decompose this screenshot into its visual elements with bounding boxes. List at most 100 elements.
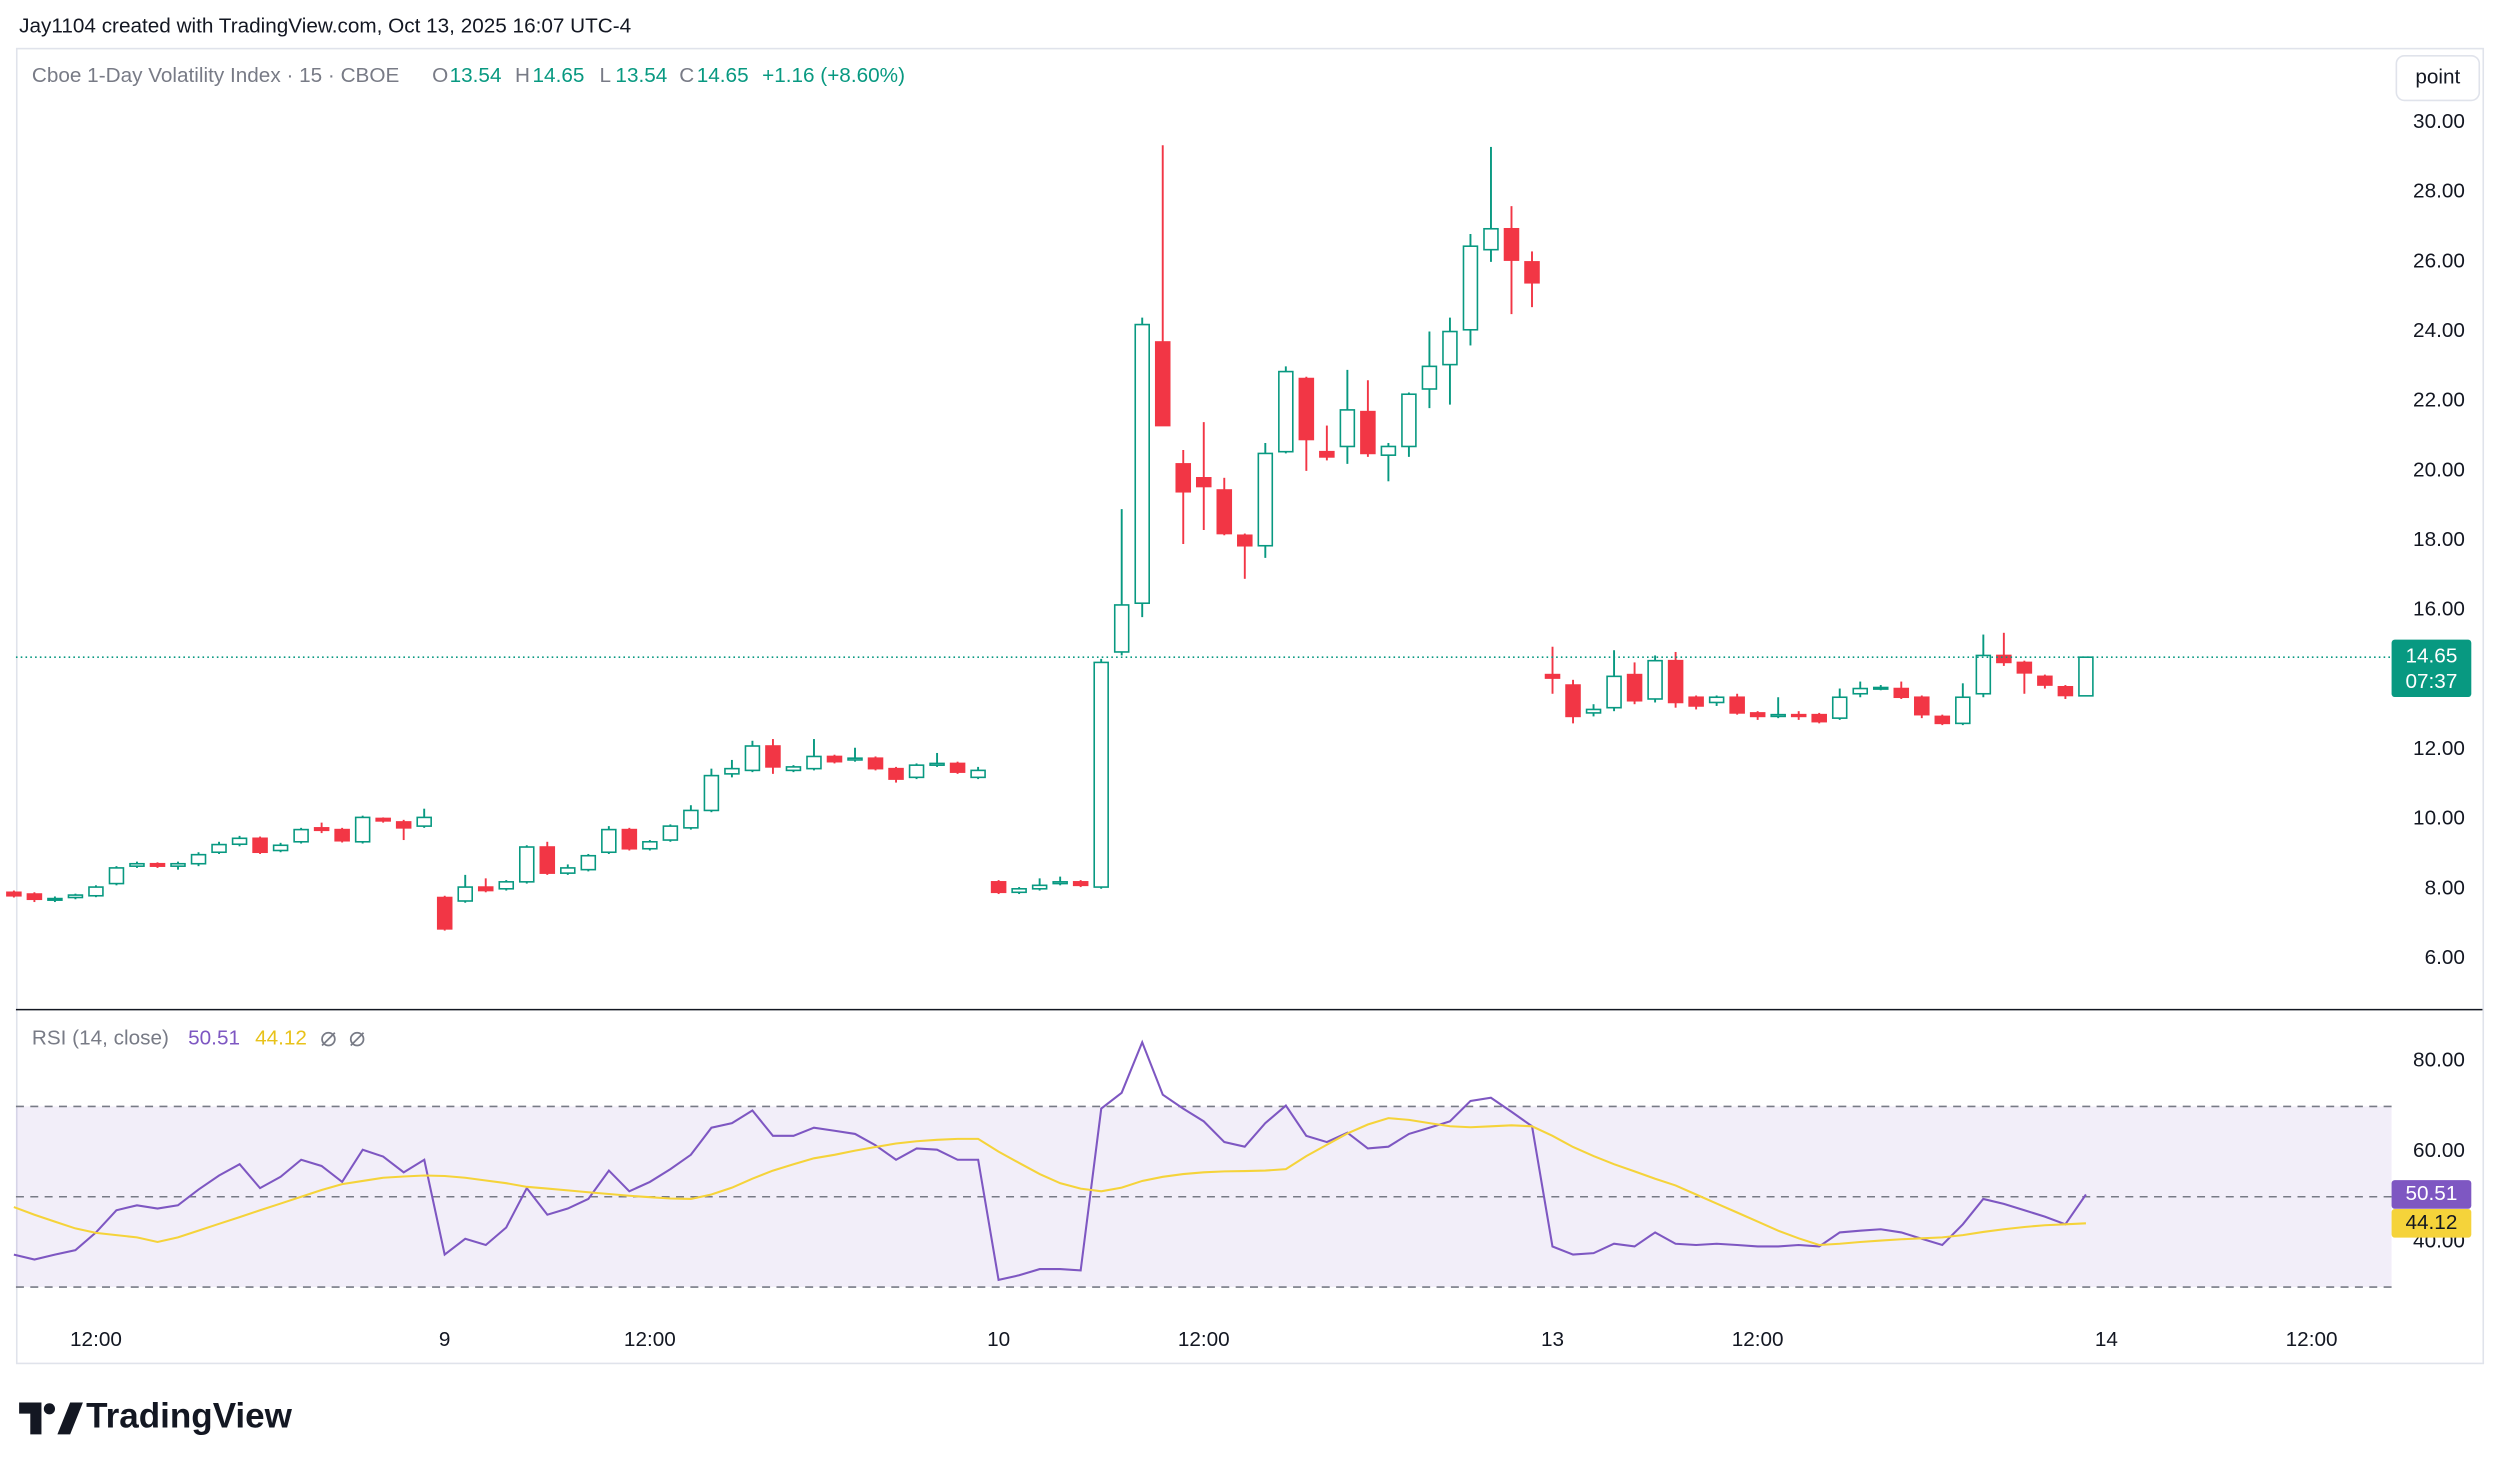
candle-body	[1339, 409, 1356, 448]
candle-body	[970, 769, 986, 779]
candle-body	[1852, 687, 1869, 695]
y-tick-label: 26.00	[2413, 249, 2465, 272]
y-tick-label: 6.00	[2425, 946, 2465, 969]
y-tick-label: 24.00	[2413, 319, 2465, 342]
candle-body	[703, 774, 720, 812]
symbol-title: Cboe 1-Day Volatility Index · 15 · CBOE	[32, 64, 399, 87]
x-tick-label: 14	[2095, 1328, 2118, 1351]
candle-body	[1524, 261, 1540, 284]
candle-body	[1113, 604, 1130, 653]
candle-body	[1626, 673, 1643, 702]
candle-body	[2016, 661, 2033, 674]
candle-body	[518, 846, 535, 883]
legend-open: 13.54	[450, 64, 502, 87]
candle-body	[539, 846, 556, 874]
x-tick-label: 12:00	[70, 1328, 122, 1351]
legend-low: 13.54	[615, 64, 667, 87]
candle-body	[190, 853, 207, 865]
value-tag	[2391, 1208, 2472, 1238]
candle-body	[1975, 654, 1992, 695]
candle-body	[1749, 712, 1766, 718]
candles	[6, 145, 2094, 931]
candle-body	[334, 828, 350, 842]
candle-body	[949, 762, 966, 773]
candle-body	[67, 894, 84, 899]
value-tag	[2391, 1180, 2472, 1209]
rsi-legend-value: 50.51	[188, 1027, 240, 1050]
candle-body	[1278, 370, 1294, 453]
candle-body	[272, 844, 289, 852]
candle-body	[642, 840, 658, 850]
candle-body	[1585, 708, 1602, 714]
rsi-legend-icons	[321, 1031, 365, 1047]
candle-body	[1955, 696, 1971, 725]
candle-body	[1421, 365, 1438, 390]
candle-body	[2037, 675, 2053, 686]
candle-body	[908, 764, 925, 779]
tradingview-logo	[19, 1402, 83, 1435]
candle-body	[477, 886, 494, 892]
candle-body	[1093, 661, 1109, 888]
candle-body	[1011, 888, 1027, 894]
candle-body	[1360, 410, 1376, 455]
y-tick-label: 30.00	[2413, 110, 2465, 133]
candle-body	[1319, 450, 1335, 458]
candle-body	[2057, 685, 2074, 697]
y-tick-label: 60.00	[2413, 1139, 2465, 1162]
candle-body	[108, 867, 125, 885]
x-tick-label: 10	[987, 1328, 1010, 1351]
candle-body	[88, 886, 104, 897]
y-tick-label: 12.00	[2413, 737, 2465, 760]
candle-body	[47, 897, 63, 901]
candle-body	[457, 886, 473, 902]
candle-body	[1175, 463, 1192, 493]
rsi-band	[15, 1106, 2392, 1288]
candle-body	[1565, 684, 1581, 718]
candle-body	[621, 828, 638, 850]
candle-body	[129, 862, 145, 867]
price-tag	[2391, 639, 2472, 698]
y-tick-label: 20.00	[2413, 458, 2465, 481]
rsi-line	[13, 1039, 2087, 1282]
x-tick-label: 9	[439, 1328, 451, 1351]
y-tick-label: 10.00	[2413, 807, 2465, 830]
candle-body	[1052, 881, 1068, 885]
legend-key: H	[515, 64, 530, 87]
candle-body	[1031, 884, 1048, 890]
candle-body	[1298, 377, 1315, 441]
candle-body	[436, 896, 453, 930]
candle-body	[867, 757, 884, 770]
candle-body	[354, 816, 371, 843]
legend-change: +1.16 (+8.60%)	[762, 64, 905, 87]
candle-body	[847, 757, 863, 761]
candle-body	[1996, 654, 2012, 664]
candle-body	[231, 837, 248, 846]
scale-button-label[interactable]: point	[2415, 66, 2460, 89]
candle-body	[395, 821, 412, 829]
candle-body	[149, 862, 166, 867]
candle-body	[375, 817, 391, 822]
candle-body	[785, 766, 802, 772]
candle-body	[1380, 445, 1397, 456]
brand: TradingView	[86, 1397, 293, 1436]
scale-button[interactable]	[2395, 54, 2481, 102]
candle-body	[26, 893, 43, 901]
x-tick-label: 12:00	[624, 1328, 676, 1351]
candle-body	[1544, 673, 1561, 679]
candle-body	[888, 767, 904, 780]
candle-body	[601, 828, 617, 854]
legend-key: C	[679, 64, 694, 87]
legend-high: 14.65	[533, 64, 585, 87]
rsi-title: RSI (14, close)	[32, 1027, 169, 1050]
candle-body	[1216, 489, 1233, 535]
candle-body	[1872, 686, 1889, 690]
candle-body	[1401, 393, 1417, 448]
candle-body	[744, 745, 761, 772]
rsi-line	[13, 1117, 2086, 1247]
x-tick-label: 12:00	[2286, 1328, 2338, 1351]
x-tick-label: 12:00	[1178, 1328, 1230, 1351]
candle-body	[170, 862, 186, 867]
y-tick-label: 28.00	[2413, 180, 2465, 203]
